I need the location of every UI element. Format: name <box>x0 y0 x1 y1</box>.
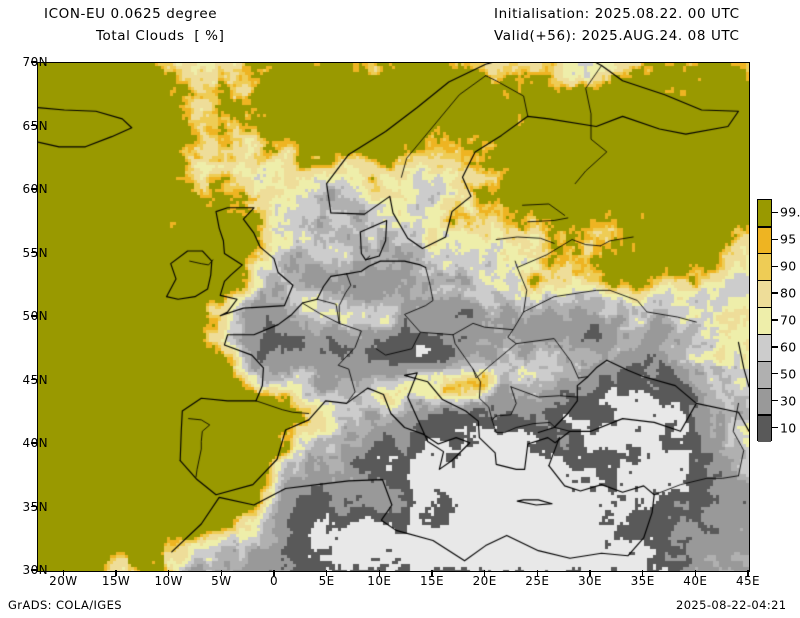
longitude-tick-label: 10E <box>367 574 392 588</box>
grads-credit: GrADS: COLA/IGES <box>8 598 122 612</box>
latitude-tick-mark <box>31 442 37 444</box>
longitude-tick-label: 30E <box>577 574 603 588</box>
colorbar-tick-mark <box>772 319 778 321</box>
longitude-tick-mark <box>115 570 117 576</box>
longitude-tick-label: 20E <box>472 574 497 588</box>
longitude-tick-label: 45E <box>735 574 761 588</box>
longitude-tick-mark <box>641 570 644 576</box>
longitude-tick-label: 5E <box>318 574 335 588</box>
render-timestamp: 2025-08-22-04:21 <box>676 598 787 612</box>
latitude-tick-label: 70N <box>22 55 48 69</box>
colorbar-band <box>758 334 771 362</box>
colorbar-divider <box>758 279 771 282</box>
latitude-tick-label: 30N <box>22 563 48 577</box>
colorbar-tick-label: 90 <box>780 258 797 274</box>
longitude-tick-label: 25E <box>525 574 550 588</box>
initialisation-time: Initialisation: 2025.08.22. 00 UTC <box>494 6 740 22</box>
colorbar-tick-label: 99.5 <box>780 204 800 220</box>
latitude-tick-label: 50N <box>22 309 48 323</box>
valid-time: Valid(+56): 2025.AUG.24. 08 UTC <box>494 28 740 44</box>
colorbar-band <box>758 226 771 254</box>
colorbar-tick-label: 80 <box>780 285 797 301</box>
colorbar-tick-mark <box>772 426 778 429</box>
longitude-tick-mark <box>378 570 381 576</box>
colorbar-tick-mark <box>772 211 778 214</box>
colorbar-divider <box>758 333 771 336</box>
colorbar-divider <box>758 414 771 416</box>
longitude-tick-mark <box>62 570 65 576</box>
latitude-tick-mark <box>31 378 37 381</box>
longitude-tick-label: 40E <box>683 574 708 588</box>
latitude-tick-mark <box>31 315 37 317</box>
longitude-tick-mark <box>747 570 749 576</box>
cloud-cover-raster <box>38 63 749 571</box>
colorbar-tick-mark <box>772 373 778 375</box>
colorbar-band <box>758 415 771 442</box>
latitude-tick-label: 40N <box>22 436 48 450</box>
colorbar-band <box>758 200 771 227</box>
latitude-tick-mark <box>31 61 37 63</box>
latitude-tick-label: 35N <box>22 499 48 514</box>
colorbar-tick-label: 60 <box>780 339 797 355</box>
field-title: Total Clouds [ %] <box>96 28 225 44</box>
colorbar-band <box>758 307 771 335</box>
longitude-tick-mark <box>167 570 170 576</box>
latitude-tick-label: 45N <box>22 372 48 387</box>
longitude-tick-mark <box>325 570 328 576</box>
colorbar-tick-label: 10 <box>780 420 797 436</box>
longitude-tick-label: 20W <box>49 574 78 588</box>
longitude-tick-mark <box>694 570 697 576</box>
longitude-tick-mark <box>483 570 486 576</box>
longitude-tick-mark <box>431 570 433 576</box>
colorbar-tick-label: 95 <box>780 231 797 247</box>
latitude-tick-mark <box>31 124 37 127</box>
colorbar-tick-label: 50 <box>780 366 797 382</box>
colorbar-band <box>758 361 771 389</box>
map-plot-area <box>37 62 750 572</box>
latitude-tick-label: 60N <box>22 182 48 196</box>
colorbar-tick-label: 30 <box>780 393 797 409</box>
latitude-tick-label: 65N <box>22 118 48 133</box>
colorbar-band <box>758 253 771 281</box>
colorbar-divider <box>758 253 771 255</box>
colorbar <box>757 199 772 442</box>
longitude-tick-mark <box>589 570 591 576</box>
longitude-tick-label: 15E <box>419 574 445 588</box>
latitude-tick-mark <box>31 569 37 571</box>
colorbar-band <box>758 280 771 308</box>
longitude-tick-mark <box>220 570 223 576</box>
latitude-tick-mark <box>31 505 37 508</box>
model-title: ICON-EU 0.0625 degree <box>44 6 218 22</box>
latitude-tick-mark <box>31 251 37 254</box>
colorbar-tick-mark <box>772 292 778 294</box>
colorbar-divider <box>758 387 771 389</box>
latitude-tick-label: 55N <box>22 245 48 260</box>
colorbar-tick-mark <box>772 346 778 348</box>
longitude-tick-label: 15W <box>101 574 131 588</box>
colorbar-divider <box>758 226 771 228</box>
longitude-tick-label: 0 <box>269 574 279 588</box>
colorbar-tick-mark <box>772 399 778 402</box>
longitude-tick-label: 35E <box>630 574 655 588</box>
longitude-tick-label: 5W <box>211 574 232 588</box>
colorbar-tick-mark <box>772 238 778 241</box>
colorbar-divider <box>758 306 771 309</box>
longitude-tick-mark <box>536 570 539 576</box>
latitude-tick-mark <box>31 188 37 190</box>
colorbar-tick-mark <box>772 265 778 267</box>
colorbar-divider <box>758 360 771 363</box>
longitude-tick-label: 10W <box>154 574 183 588</box>
colorbar-tick-label: 70 <box>780 312 797 328</box>
longitude-tick-mark <box>273 570 275 576</box>
colorbar-band <box>758 388 771 416</box>
